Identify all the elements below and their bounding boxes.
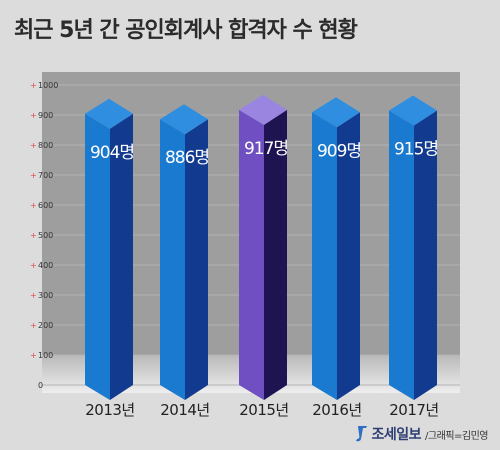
bar: 917명 <box>239 94 289 401</box>
bar-side-face <box>185 119 208 400</box>
y-tick-label: 400 <box>38 261 53 270</box>
bar-top-face <box>239 94 287 125</box>
y-tick-label: 700 <box>38 171 53 180</box>
bar-front-face <box>389 110 414 400</box>
bar-side-face <box>264 109 287 401</box>
y-axis: 0+ 100+ 200+ 300+ 400+ 500+ 600+ 700+ 800+ 900+ 10… <box>30 81 58 390</box>
y-tick-label: 300 <box>38 291 53 300</box>
bar-front-face <box>239 109 264 401</box>
y-tick-plus-icon: + <box>30 261 37 270</box>
y-tick-plus-icon: + <box>30 201 37 210</box>
y-tick-plus-icon: + <box>30 321 37 330</box>
y-tick-label: 900 <box>38 111 53 120</box>
bar-front-face <box>160 119 185 400</box>
y-tick-label: 600 <box>38 201 53 210</box>
bar: 904명 <box>85 98 135 401</box>
y-tick-label: 500 <box>38 231 53 240</box>
bar-front-face <box>85 113 110 401</box>
bar-value-label: 904명 <box>90 143 134 163</box>
graphic-credit: /그래픽=김민영 <box>425 430 488 442</box>
brand-logo-icon <box>355 426 367 442</box>
x-tick-label: 2014년 <box>160 401 209 419</box>
bar-side-face <box>110 113 133 401</box>
y-tick-plus-icon: + <box>30 171 37 180</box>
bar-top-face <box>85 98 133 129</box>
y-tick-label: 100 <box>38 351 53 360</box>
bars: 904명 886명 917명 909명 915명 <box>85 94 439 401</box>
x-tick-label: 2017년 <box>389 401 438 419</box>
y-tick-plus-icon: + <box>30 291 37 300</box>
bar: 909명 <box>312 97 362 401</box>
y-tick-plus-icon: + <box>30 351 37 360</box>
bar-value-label: 909명 <box>317 141 361 161</box>
bar: 915명 <box>389 95 439 400</box>
x-tick-label: 2015년 <box>239 401 288 419</box>
bar-value-label: 917명 <box>244 139 288 159</box>
bar-front-face <box>312 112 337 401</box>
bar: 886명 <box>160 104 210 400</box>
y-tick-plus-icon: + <box>30 81 37 90</box>
y-tick-plus-icon: + <box>30 111 37 120</box>
x-tick-label: 2016년 <box>312 401 361 419</box>
bar-top-face <box>160 104 208 135</box>
y-tick-plus-icon: + <box>30 231 37 240</box>
y-tick-label: 800 <box>38 141 53 150</box>
y-tick-label: 200 <box>38 321 53 330</box>
x-axis: 2013년 2014년 2015년 2016년 2017년 <box>85 401 439 419</box>
bar-side-face <box>414 110 437 400</box>
y-tick-label: 1000 <box>38 81 58 90</box>
bar-top-face <box>389 95 437 126</box>
x-tick-label: 2013년 <box>85 401 134 419</box>
chart-title: 최근 5년 간 공인회계사 합격자 수 현황 <box>14 18 358 43</box>
y-tick-plus-icon: + <box>30 141 37 150</box>
credit: 조세일보 /그래픽=김민영 <box>354 424 488 444</box>
brand-name: 조세일보 <box>371 427 422 443</box>
bar-top-face <box>312 97 360 128</box>
bar-side-face <box>337 112 360 401</box>
y-tick-label: 0 <box>38 381 43 390</box>
bar-value-label: 915명 <box>394 140 438 160</box>
bar-value-label: 886명 <box>165 148 209 168</box>
